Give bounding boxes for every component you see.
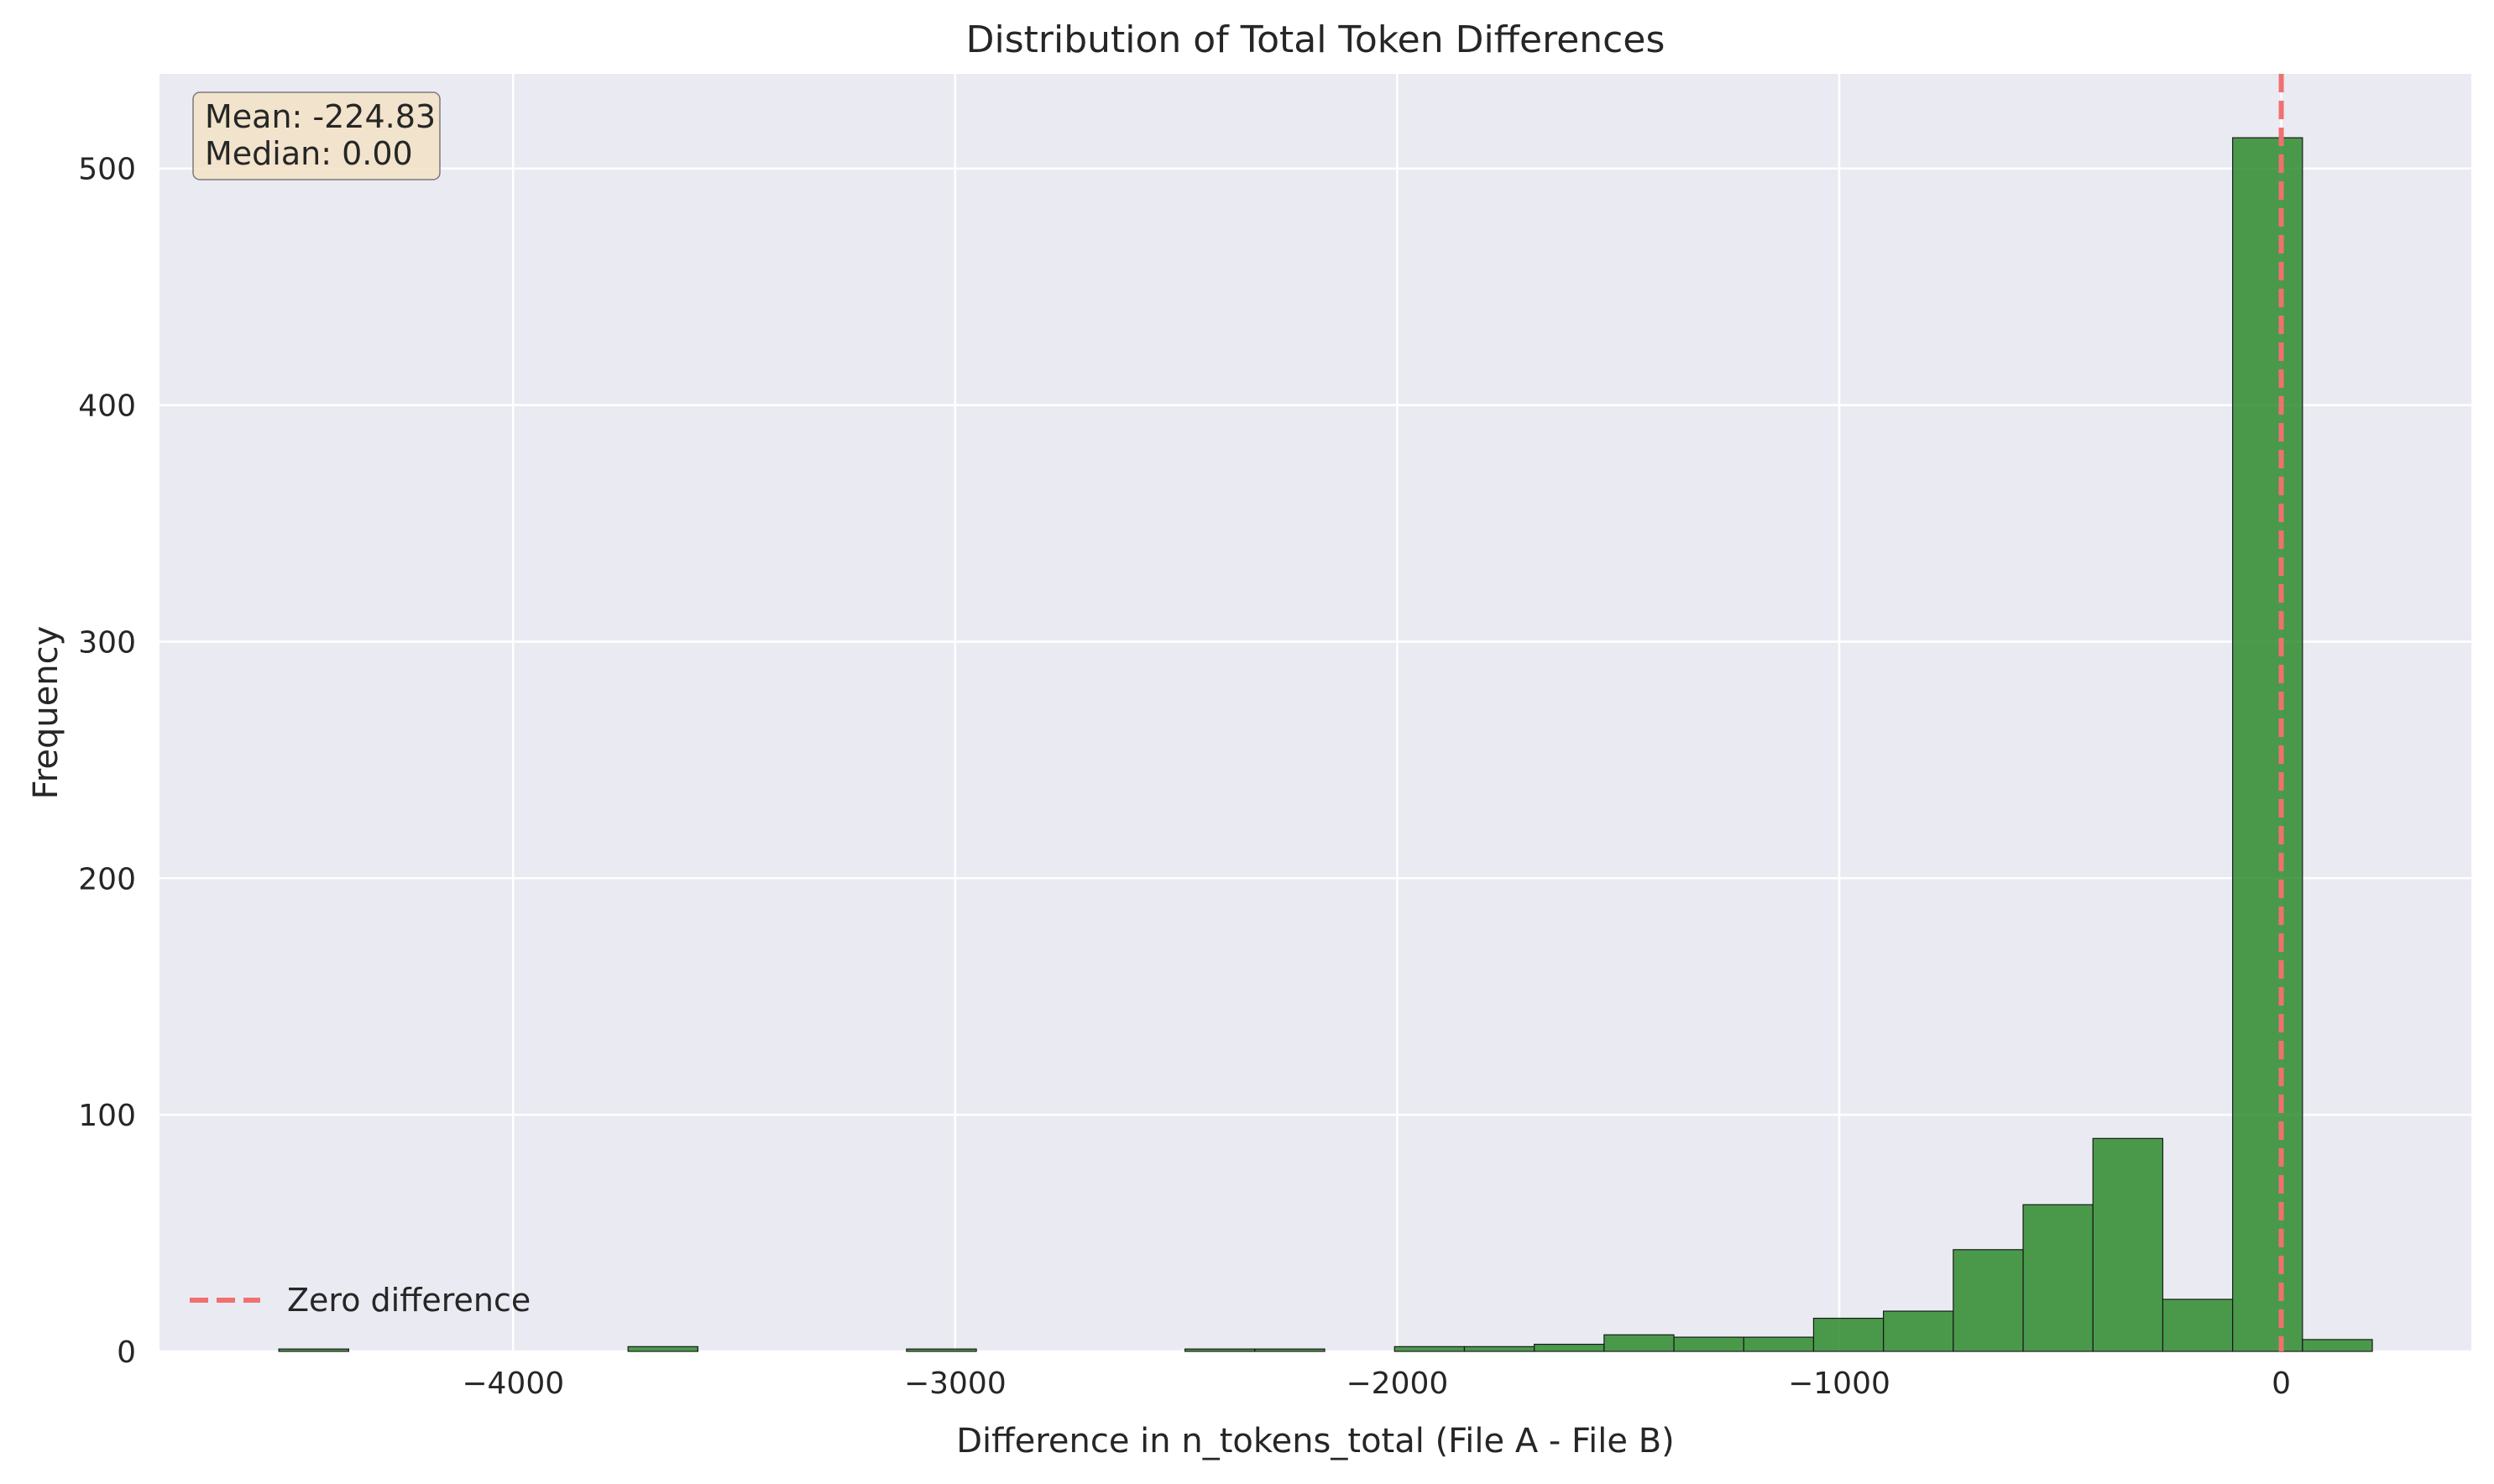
legend: Zero difference: [190, 1282, 531, 1319]
histogram-bar: [1743, 1336, 1815, 1352]
histogram-bar: [2162, 1298, 2234, 1352]
stats-box-background: [192, 91, 441, 180]
histogram-bars: [278, 137, 2373, 1352]
histogram-bar: [2232, 137, 2303, 1352]
x-tick-label: −2000: [1346, 1366, 1449, 1401]
y-tick-label: 0: [117, 1335, 136, 1370]
y-tick-label: 300: [78, 625, 136, 660]
stats-median: Median: 0.00: [205, 135, 413, 172]
x-tick-label: −4000: [462, 1366, 564, 1401]
chart-title: Distribution of Total Token Differences: [966, 18, 1665, 61]
stats-mean: Mean: -224.83: [205, 98, 436, 135]
x-axis-label: Difference in n_tokens_total (File A - F…: [956, 1422, 1675, 1460]
y-tick-label: 100: [78, 1099, 136, 1133]
x-tick-label: 0: [2272, 1366, 2291, 1401]
histogram-bar: [1673, 1336, 1744, 1352]
y-tick-label: 400: [78, 389, 136, 424]
y-tick-label: 500: [78, 153, 136, 187]
legend-label-zero-difference: Zero difference: [287, 1282, 531, 1319]
histogram-bar: [1812, 1317, 1885, 1352]
histogram-bar: [1534, 1343, 1605, 1352]
y-tick-label: 200: [78, 862, 136, 896]
histogram-bar: [1254, 1348, 1325, 1352]
histogram-bar: [1603, 1334, 1675, 1352]
histogram-bar: [1184, 1348, 1256, 1352]
grid-lines: [159, 74, 2471, 1353]
histogram-bar: [2302, 1339, 2373, 1352]
axis-ticks: −4000 −3000 −2000 −1000 0 0 100 200 300 400 500: [78, 153, 2291, 1401]
histogram-bar: [1463, 1346, 1535, 1352]
histogram-bar: [1953, 1249, 2024, 1352]
histogram-bar: [906, 1348, 977, 1352]
stats-box: Mean: -224.83 Median: 0.00: [192, 91, 441, 180]
histogram-bar: [1393, 1346, 1466, 1352]
x-tick-label: −3000: [904, 1366, 1006, 1401]
histogram-bar: [2092, 1137, 2164, 1352]
histogram-bar: [627, 1346, 698, 1352]
histogram-bar: [278, 1348, 349, 1352]
x-tick-label: −1000: [1788, 1366, 1890, 1401]
histogram-bar: [1883, 1310, 1954, 1352]
histogram-bar: [2022, 1204, 2094, 1352]
y-axis-label: Frequency: [27, 626, 65, 800]
plot-area: [159, 74, 2471, 1351]
